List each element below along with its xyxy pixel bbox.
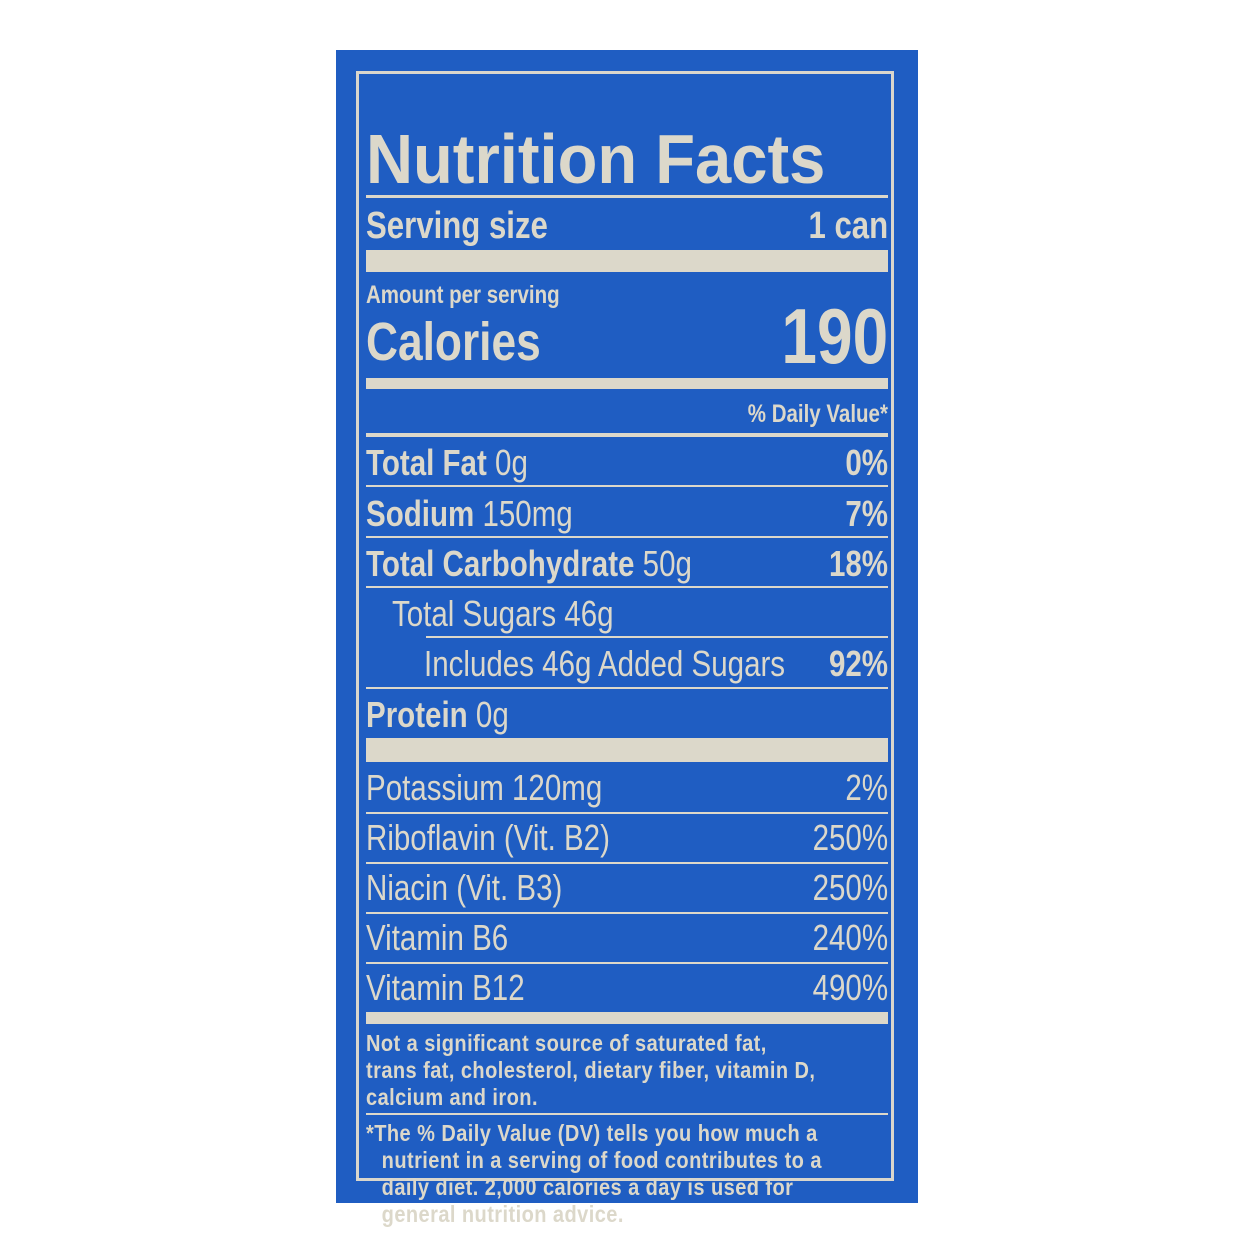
nutrient-name: Total Sugars 46g [392, 593, 614, 634]
title: Nutrition Facts [366, 120, 826, 198]
amount-row: Amount per serving [366, 280, 888, 310]
thick-divider [366, 250, 888, 272]
nutrient-row: Total Fat 0g 0% [366, 442, 888, 484]
nutrient-amount: 0g [495, 442, 528, 483]
divider [366, 862, 888, 864]
divider [366, 536, 888, 538]
calories-value: 190 [781, 292, 888, 380]
divider [366, 812, 888, 814]
nutrient-name: Includes 46g Added Sugars [424, 643, 786, 684]
serving-label: Serving size [366, 205, 548, 247]
vitamin-row: Potassium 120mg 2% [366, 767, 888, 809]
vitamin-dv: 240% [812, 917, 888, 958]
divider [366, 912, 888, 914]
divider [366, 687, 888, 689]
vitamin-dv: 2% [845, 767, 888, 808]
vitamin-row: Riboflavin (Vit. B2) 250% [366, 817, 888, 859]
footnote-sources: Not a significant source of saturated fa… [366, 1030, 888, 1111]
nutrient-row: Sodium 150mg 7% [366, 493, 888, 535]
nutrient-dv: 92% [828, 643, 888, 684]
sugars-row: Total Sugars 46g [366, 593, 888, 635]
nutrient-name: Sodium [366, 493, 475, 534]
footnote-line: general nutrition advice. [381, 1201, 624, 1227]
nutrient-name: Protein [366, 694, 468, 735]
divider [366, 485, 888, 487]
divider [366, 1113, 888, 1115]
divider [366, 195, 888, 198]
vitamin-dv: 250% [812, 867, 888, 908]
dv-header-row: % Daily Value* [366, 399, 888, 429]
nutrient-amount: 50g [642, 543, 692, 584]
dv-header: % Daily Value* [747, 400, 888, 428]
medium-divider [366, 378, 888, 389]
nutrient-name: Total Fat [366, 442, 487, 483]
divider [366, 962, 888, 964]
vitamin-name: Potassium 120mg [366, 767, 603, 808]
footnote-line: calcium and iron. [366, 1084, 538, 1110]
footnote-line: *The % Daily Value (DV) tells you how mu… [366, 1120, 818, 1146]
divider [366, 433, 888, 437]
nutrition-label: Nutrition Facts Serving size 1 can Amoun… [336, 50, 918, 1227]
nutrient-amount: 150mg [482, 493, 573, 534]
thick-divider [366, 738, 888, 762]
added-sugars-row: Includes 46g Added Sugars 92% [366, 643, 888, 685]
vitamin-row: Niacin (Vit. B3) 250% [366, 867, 888, 909]
serving-row: Serving size 1 can [366, 204, 888, 248]
vitamin-dv: 250% [812, 817, 888, 858]
nutrient-dv: 7% [845, 493, 888, 534]
vitamin-row: Vitamin B6 240% [366, 917, 888, 959]
divider [366, 586, 888, 588]
medium-divider [366, 1012, 888, 1024]
nutrient-row: Total Carbohydrate 50g 18% [366, 543, 888, 585]
nutrient-dv: 18% [828, 543, 888, 584]
nutrient-dv: 0% [845, 442, 888, 483]
amount-per-serving: Amount per serving [366, 281, 560, 309]
divider [426, 636, 888, 638]
vitamin-name: Vitamin B12 [366, 967, 525, 1008]
footnote-line: Not a significant source of saturated fa… [366, 1030, 767, 1056]
label-border [356, 71, 894, 1181]
calories-row: Calories 190 [366, 296, 888, 376]
nutrient-amount: 0g [475, 694, 509, 735]
footnote-line: daily diet. 2,000 calories a day is used… [381, 1174, 794, 1200]
footnote-daily-value: *The % Daily Value (DV) tells you how mu… [366, 1120, 888, 1228]
footnote-line: trans fat, cholesterol, dietary fiber, v… [366, 1057, 816, 1083]
vitamin-dv: 490% [812, 967, 888, 1008]
serving-value: 1 can [808, 205, 888, 247]
vitamin-row: Vitamin B12 490% [366, 967, 888, 1009]
nutrient-name: Total Carbohydrate [366, 543, 635, 584]
vitamin-name: Niacin (Vit. B3) [366, 867, 563, 908]
footnote-line: nutrient in a serving of food contribute… [381, 1147, 822, 1173]
title-row: Nutrition Facts [366, 120, 888, 198]
vitamin-name: Riboflavin (Vit. B2) [366, 817, 610, 858]
calories-label: Calories [366, 312, 541, 372]
nutrient-row: Protein 0g [366, 694, 888, 736]
vitamin-name: Vitamin B6 [366, 917, 509, 958]
